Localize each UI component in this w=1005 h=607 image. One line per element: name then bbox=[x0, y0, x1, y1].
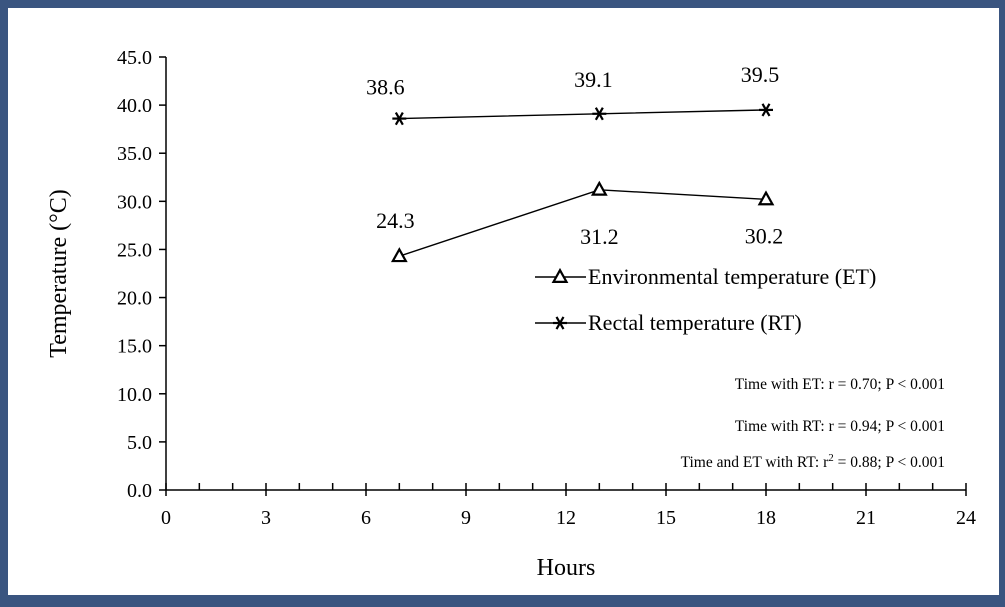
x-tick-label: 15 bbox=[656, 507, 676, 529]
data-point-triangle bbox=[390, 247, 408, 263]
asterisk-stroke bbox=[594, 107, 604, 121]
data-point-triangle bbox=[757, 190, 775, 206]
y-tick-label: 45.0 bbox=[117, 47, 152, 69]
y-tick-label: 0.0 bbox=[127, 480, 152, 502]
stat-annotation: Time with ET: r = 0.70; P < 0.001 bbox=[735, 376, 945, 393]
asterisk-stroke bbox=[555, 316, 565, 330]
data-point-asterisk bbox=[392, 111, 407, 126]
data-label: 38.6 bbox=[366, 75, 405, 100]
x-tick-label: 24 bbox=[956, 507, 976, 529]
x-tick-label: 18 bbox=[756, 507, 776, 529]
stat-annotation: Time and ET with RT: r2 = 0.88; P < 0.00… bbox=[681, 452, 945, 471]
legend-label: Environmental temperature (ET) bbox=[588, 264, 876, 289]
data-label: 31.2 bbox=[580, 224, 619, 249]
y-tick-label: 20.0 bbox=[117, 288, 152, 310]
legend-label: Rectal temperature (RT) bbox=[588, 310, 802, 335]
x-tick-label: 12 bbox=[556, 507, 576, 529]
y-axis-title: Temperature (°C) bbox=[46, 189, 72, 358]
x-axis-title: Hours bbox=[537, 555, 596, 581]
y-tick-label: 15.0 bbox=[117, 336, 152, 358]
asterisk-stroke bbox=[394, 111, 404, 126]
data-point-asterisk bbox=[759, 103, 773, 117]
y-tick-label: 30.0 bbox=[117, 191, 152, 213]
x-tick-label: 0 bbox=[161, 507, 171, 529]
x-tick-label: 21 bbox=[856, 507, 876, 529]
y-tick-label: 35.0 bbox=[117, 143, 152, 165]
legend-marker-asterisk bbox=[553, 316, 567, 330]
legend-marker-triangle bbox=[551, 267, 569, 283]
y-tick-label: 5.0 bbox=[127, 432, 152, 454]
data-label: 30.2 bbox=[745, 223, 784, 248]
data-point-asterisk bbox=[592, 107, 607, 121]
y-tick-label: 25.0 bbox=[117, 239, 152, 261]
stat-annotation: Time with RT: r = 0.94; P < 0.001 bbox=[735, 418, 945, 435]
asterisk-stroke bbox=[761, 103, 771, 117]
data-label: 39.1 bbox=[574, 67, 613, 92]
x-tick-label: 9 bbox=[461, 507, 471, 529]
y-tick-label: 10.0 bbox=[117, 384, 152, 406]
x-tick-label: 3 bbox=[261, 507, 271, 529]
data-label: 24.3 bbox=[376, 208, 415, 233]
series-line-2 bbox=[399, 109, 767, 120]
data-label: 39.5 bbox=[741, 62, 780, 87]
y-tick-label: 40.0 bbox=[117, 95, 152, 117]
x-tick-label: 6 bbox=[361, 507, 371, 529]
data-point-triangle bbox=[590, 180, 608, 196]
